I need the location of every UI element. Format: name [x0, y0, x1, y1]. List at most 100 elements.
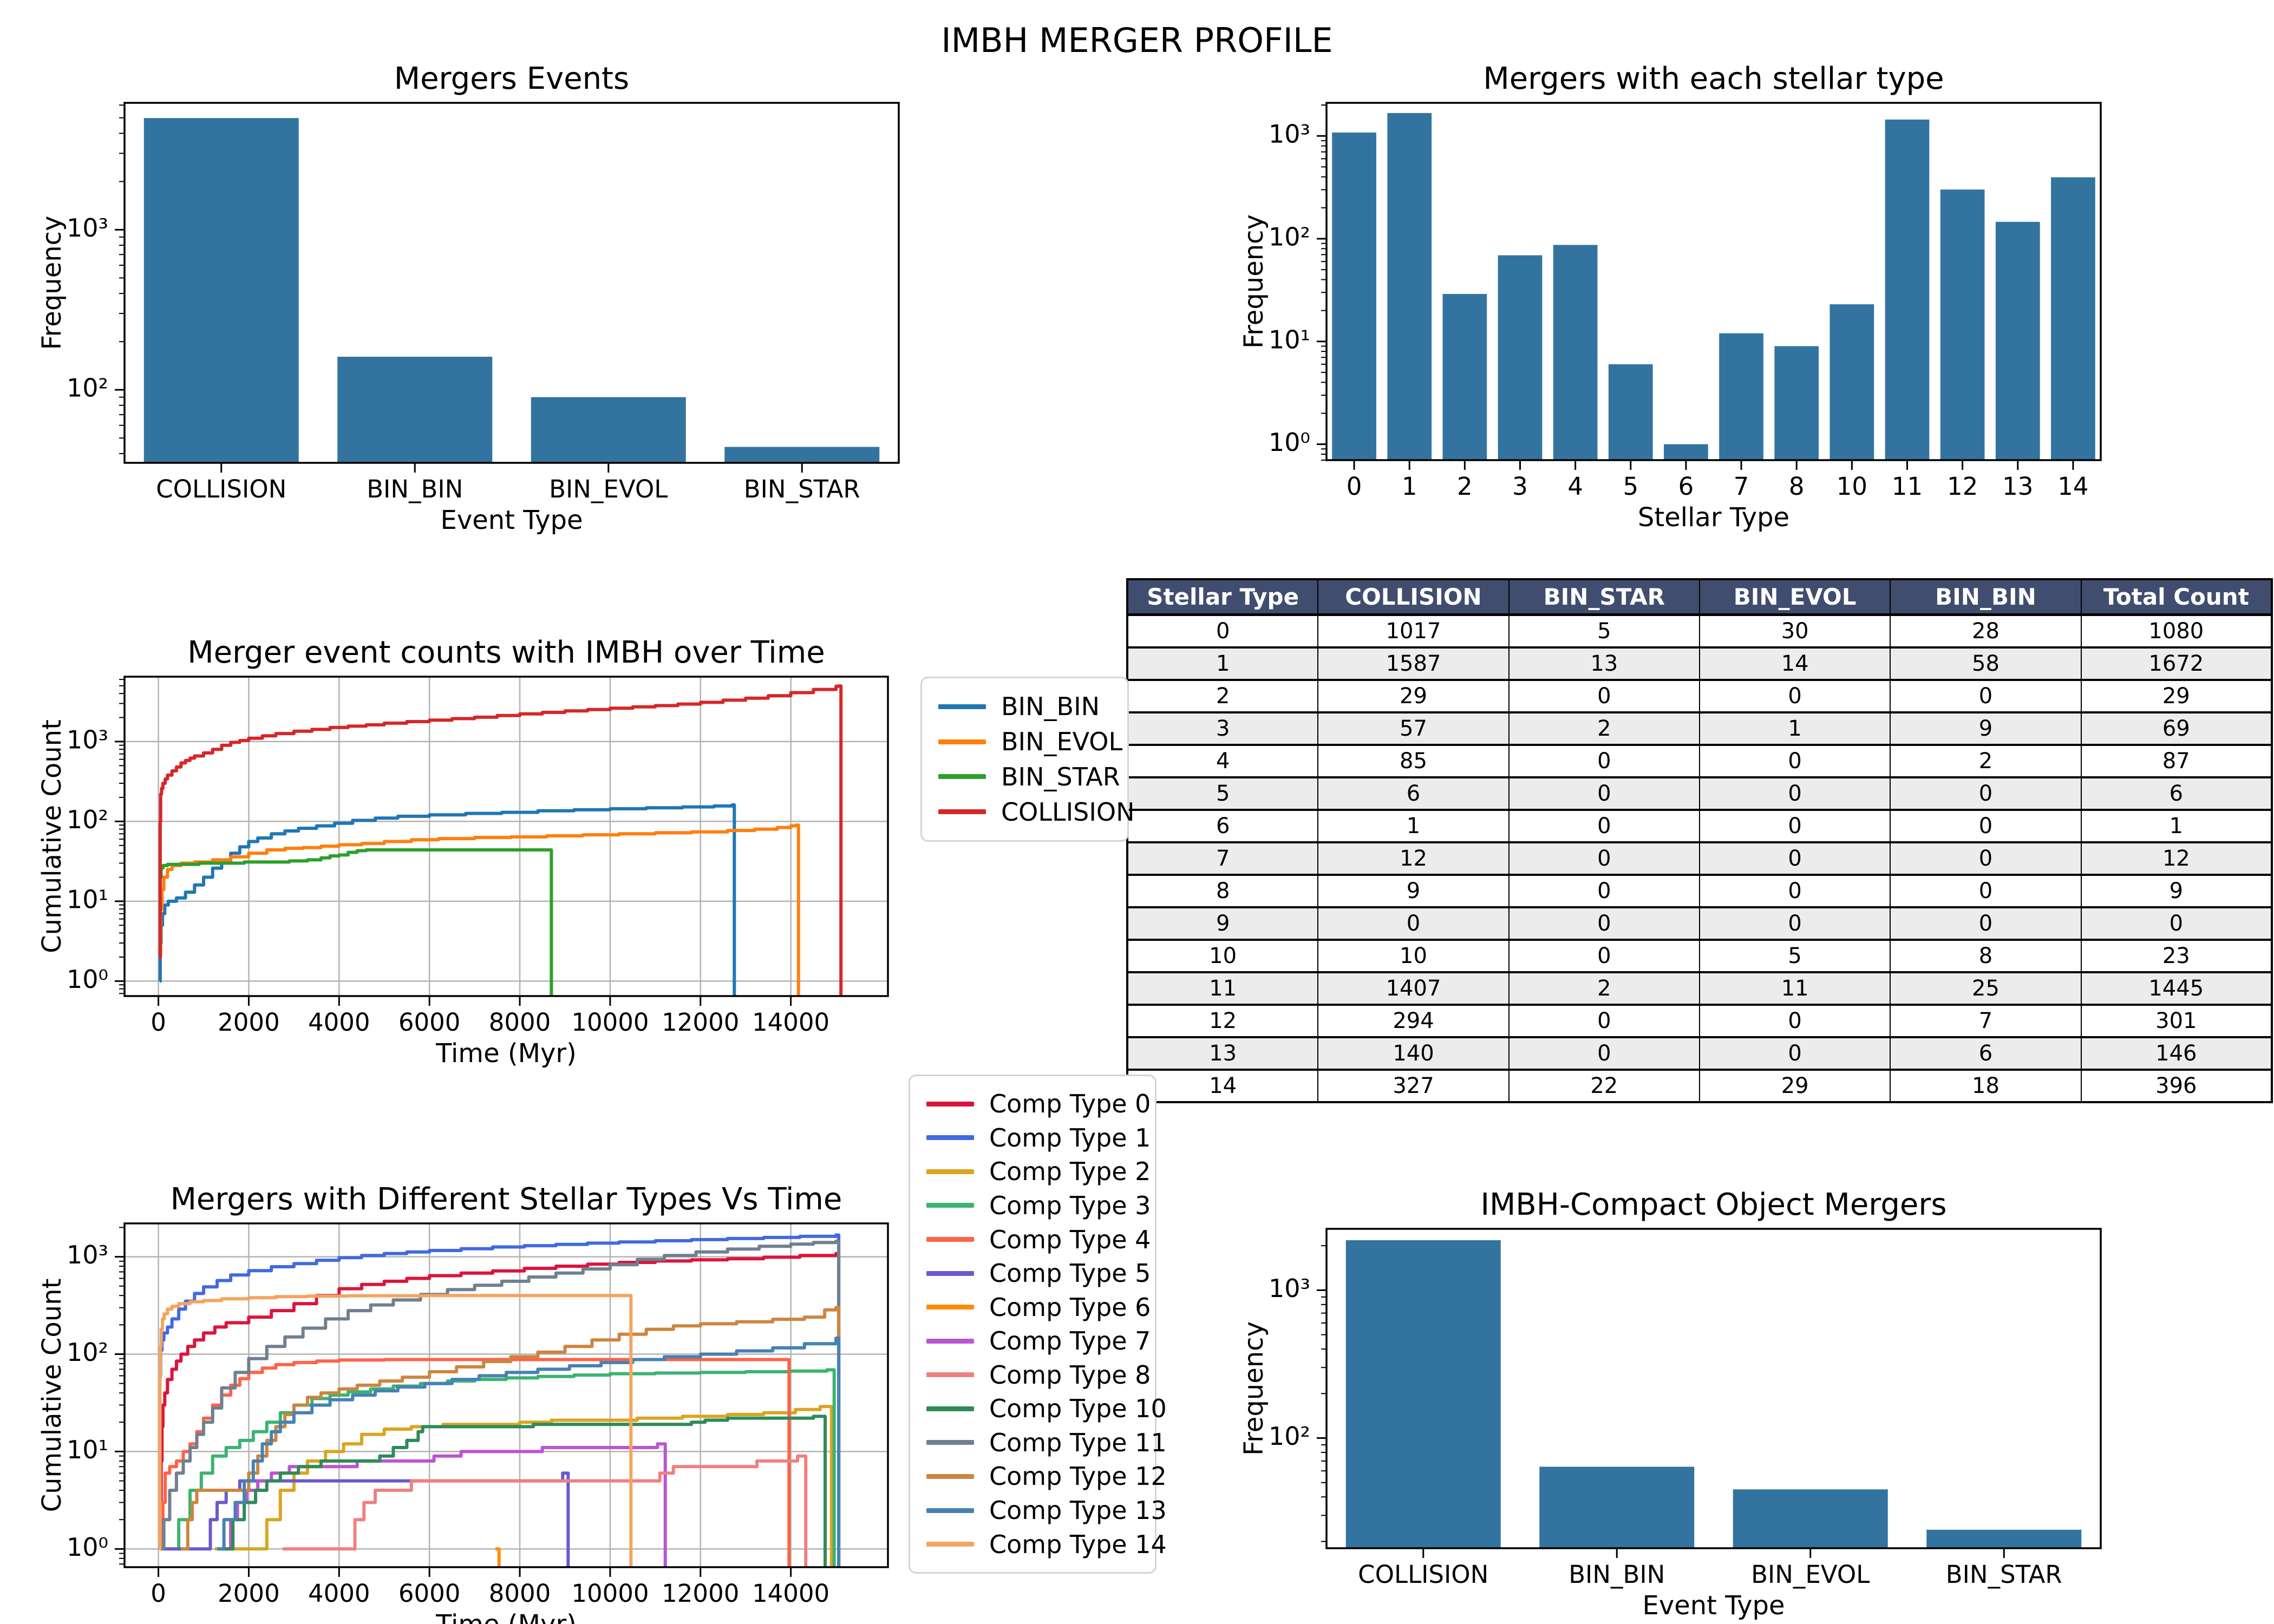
table-cell: 12 [2080, 841, 2273, 876]
table-cell: 9 [2080, 874, 2273, 908]
y-tick-label: 10¹ [67, 1435, 108, 1464]
table-row: 10 10 0 5 8 23 [1126, 939, 2273, 973]
table-cell: 0 [2080, 906, 2273, 941]
legend-swatch-icon [938, 739, 986, 744]
plot-border [123, 102, 900, 464]
chart-mergers-events: 10² 10³ COLLISION BIN_BIN BIN_EVOL BIN_STAR Me… [32, 61, 953, 535]
x-tick-label: 1 [1402, 472, 1417, 501]
bar-7 [1719, 333, 1763, 460]
legend-swatch-icon [926, 1271, 974, 1276]
legend-item-label: Comp Type 11 [989, 1427, 1167, 1457]
y-tick-label: 10⁰ [1269, 428, 1310, 457]
legend-item: Comp Type 10 [926, 1394, 1167, 1423]
bar-10 [1829, 304, 1874, 460]
table-cell: 146 [2080, 1036, 2273, 1071]
merger_events-svg: 10² 10³ COLLISION BIN_BIN BIN_EVOL BIN_STAR Me… [37, 61, 900, 535]
x-tick-label: 0 [1347, 472, 1362, 501]
legend-comp-types: Comp Type 0 Comp Type 1 Comp Type 2 Comp Ty… [909, 1075, 1167, 1574]
table-cell: 0 [1508, 1036, 1700, 1071]
table-cell: 3 [1126, 711, 1319, 746]
table-row: 7 12 0 0 0 12 [1126, 841, 2273, 876]
legend-item: Comp Type 7 [926, 1326, 1151, 1355]
legend-swatch-icon [926, 1101, 974, 1106]
legend-swatch-icon [926, 1135, 974, 1141]
bar-COLLISION [1345, 1240, 1501, 1548]
bar-3 [1498, 255, 1543, 460]
legend-swatch-icon [938, 704, 986, 709]
legend-item: Comp Type 0 [926, 1089, 1151, 1118]
legend-item-label: BIN_STAR [1001, 762, 1120, 791]
legend-item-label: Comp Type 4 [989, 1224, 1151, 1254]
table-cell: 10 [1317, 939, 1510, 973]
x-tick-label: 14 [2057, 472, 2088, 501]
x-tick-label: 6000 [398, 1008, 461, 1037]
y-axis-label: Frequency [1239, 214, 1269, 349]
table-row: 4 85 0 0 2 87 [1126, 744, 2273, 778]
chart-title: Merger event counts with IMBH over Time [187, 635, 825, 670]
y-tick-label: 10³ [67, 213, 108, 243]
bar-13 [1995, 221, 2040, 460]
table-cell: 0 [1698, 679, 1891, 713]
legend-item: COLLISION [938, 797, 1135, 827]
plot-border [123, 676, 889, 997]
series-comp-type-14 [158, 1294, 633, 1567]
x-tick-label: 7 [1734, 472, 1749, 501]
legend-item: Comp Type 6 [926, 1293, 1151, 1322]
table-cell: 0 [1698, 1036, 1891, 1071]
y-axis-label: Cumulative Count [37, 719, 67, 953]
legend-item-label: Comp Type 14 [989, 1529, 1167, 1559]
table-cell: 10 [1126, 939, 1319, 973]
legend-swatch-icon [926, 1169, 974, 1174]
x-tick-label: COLLISION [1358, 1560, 1488, 1589]
y-tick-label: 10⁰ [67, 965, 108, 994]
bar-COLLISION [143, 118, 299, 463]
legend-item: BIN_BIN [938, 692, 1111, 721]
table-row: 14 327 22 29 18 396 [1126, 1069, 2273, 1103]
table-cell: 0 [1890, 874, 2082, 908]
plot-border [1325, 102, 2102, 461]
bar-12 [1940, 189, 1985, 460]
bar-8 [1774, 346, 1819, 460]
y-tick-label: 10² [67, 374, 108, 403]
bar-BIN_BIN [337, 356, 493, 463]
table-header-cell: BIN_EVOL [1698, 579, 1891, 616]
imbh_time-svg: 10⁰ 10¹ 10² 10³ 0 2000 4000 6000 8000 10000 12000 1… [37, 635, 889, 1069]
table-row: 13 140 0 0 6 146 [1126, 1036, 2273, 1071]
chart-merger-counts-over-time: 10⁰ 10¹ 10² 10³ 0 2000 4000 6000 8000 10000 12000 1… [32, 628, 953, 1093]
table-row: 12 294 0 0 7 301 [1126, 1004, 2273, 1038]
table-cell: 1 [1698, 711, 1891, 746]
legend-swatch-icon [926, 1440, 974, 1445]
legend-item-label: Comp Type 1 [989, 1123, 1151, 1152]
x-tick-label: 12000 [662, 1579, 739, 1608]
table-cell: 0 [1698, 776, 1891, 811]
legend-swatch-icon [926, 1508, 974, 1513]
chart-imbh-compact-mergers: 10² 10³ COLLISION BIN_BIN BIN_EVOL BIN_STAR IM… [1234, 1180, 2155, 1624]
table-cell: 7 [1890, 1004, 2082, 1038]
table-cell: 396 [2080, 1069, 2273, 1103]
table-cell: 0 [1508, 906, 1700, 941]
legend-item-label: BIN_EVOL [1001, 727, 1123, 757]
legend-item-label: Comp Type 13 [989, 1496, 1167, 1525]
bar-BIN_BIN [1539, 1466, 1695, 1548]
x-axis-label: Time (Myr) [435, 1038, 577, 1069]
series-comp-type-1 [159, 1233, 841, 1567]
bar-BIN_EVOL [1733, 1489, 1888, 1548]
y-tick-label: 10² [1269, 1422, 1310, 1451]
table-cell: 140 [1317, 1036, 1510, 1071]
table-cell: 0 [1508, 874, 1700, 908]
x-tick-label: 10000 [571, 1579, 649, 1608]
bar-2 [1442, 294, 1487, 460]
series-comp-type-0 [159, 1252, 841, 1567]
legend-item: BIN_EVOL [938, 727, 1122, 756]
table-cell: 8 [1126, 874, 1319, 908]
table-cell: 9 [1126, 906, 1319, 941]
legend-swatch-icon [926, 1237, 974, 1242]
table-cell: 5 [1508, 613, 1700, 649]
table-cell: 58 [1890, 646, 2082, 681]
legend-item: BIN_STAR [938, 762, 1120, 791]
table-cell: 1445 [2080, 971, 2273, 1006]
x-tick-label: 14000 [752, 1579, 829, 1608]
table-cell: 25 [1890, 971, 2082, 1006]
